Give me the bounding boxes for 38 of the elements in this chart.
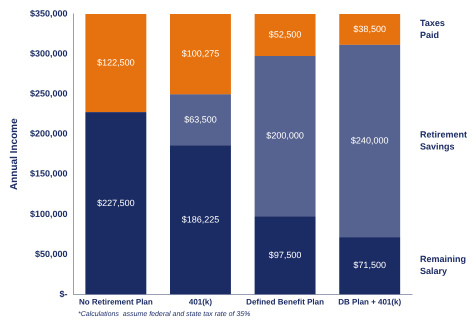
data-label: $227,500: [97, 198, 135, 208]
text: Remaining Salary: [420, 254, 466, 276]
bar: [85, 112, 146, 294]
y-tick-label: $250,000: [30, 88, 68, 99]
bar: [170, 14, 231, 94]
x-tick-label: Defined Benefit Plan: [246, 297, 324, 306]
bar: [170, 145, 231, 294]
text: Taxes Paid: [420, 18, 445, 40]
x-tick-label: No Retirement Plan: [78, 297, 153, 306]
data-label: $97,500: [268, 250, 302, 260]
data-label: $122,500: [97, 58, 135, 68]
data-label: $63,500: [184, 114, 217, 124]
x-tick-label: 401(k): [188, 297, 212, 306]
y-tick-label: $100,000: [30, 208, 68, 219]
data-label: $38,500: [353, 24, 386, 34]
data-label: $100,275: [182, 48, 220, 59]
y-tick-label: $-: [60, 288, 68, 299]
y-axis-title: Annual Income: [8, 118, 20, 190]
bar: [254, 14, 316, 56]
text: Retirement Savings: [420, 129, 468, 152]
data-label: $186,225: [182, 214, 220, 224]
y-tick-label: $300,000: [30, 48, 68, 59]
data-label: $52,500: [268, 30, 302, 40]
bar: [254, 216, 316, 294]
bar: [254, 56, 316, 216]
y-tick-label: $50,000: [34, 248, 68, 259]
bar: [339, 44, 400, 238]
y-tick-label: $150,000: [30, 168, 68, 179]
bar: [85, 14, 146, 112]
y-tick-label: $350,000: [30, 8, 68, 18]
bar: [339, 14, 400, 45]
data-label: $200,000: [266, 130, 304, 141]
data-label: $71,500: [353, 260, 386, 270]
x-tick-label: DB Plan + 401(k): [338, 297, 402, 306]
bar: [170, 94, 231, 146]
data-label: $240,000: [350, 135, 388, 146]
y-tick-label: $200,000: [30, 128, 68, 139]
bar: [339, 237, 400, 294]
